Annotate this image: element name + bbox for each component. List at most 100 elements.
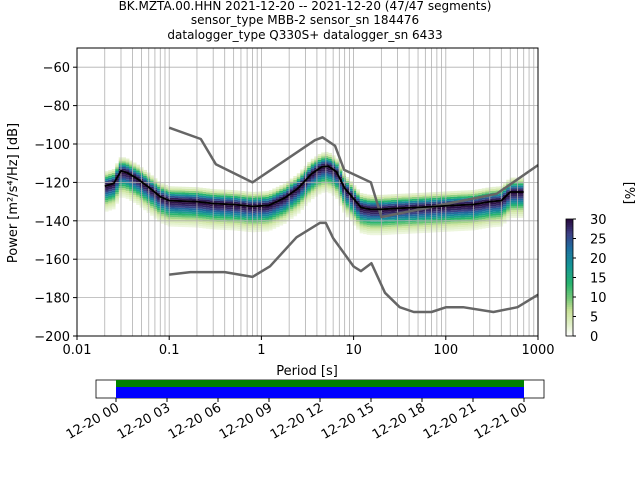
histogram-cell [387,205,392,208]
histogram-cell [268,224,273,227]
histogram-cell [363,230,367,233]
histogram-cell [195,187,200,190]
histogram-cell [495,221,500,224]
histogram-cell [411,227,416,230]
histogram-cell [143,173,147,176]
histogram-cell [356,214,360,217]
histogram-cell [275,198,280,201]
histogram-cell [150,206,154,209]
histogram-cell [331,182,336,185]
histogram-cell [422,229,427,232]
histogram-cell [209,192,214,195]
histogram-cell [192,198,196,201]
histogram-cell [254,201,259,204]
histogram-cell [436,213,441,215]
histogram-cell [240,202,245,205]
histogram-cell [181,225,186,228]
histogram-cell [331,164,336,167]
histogram-cell [377,216,381,218]
histogram-cell [181,192,186,195]
histogram-cell [432,201,437,204]
histogram-cell [485,203,490,205]
histogram-cell [307,187,312,189]
histogram-cell [401,230,406,233]
histogram-cell [370,229,374,232]
histogram-cell [202,205,207,208]
histogram-cell [405,199,409,202]
histogram-cell [209,213,214,216]
histogram-cell [467,207,472,210]
histogram-cell [446,208,451,211]
histogram-cell [174,205,179,208]
histogram-cell [314,164,319,167]
histogram-cell [467,201,472,204]
histogram-cell [265,193,270,195]
histogram-cell [331,172,336,175]
colorbar-segment [566,248,573,251]
histogram-cell [195,221,200,224]
histogram-cell [129,164,133,167]
histogram-cell [181,213,186,216]
histogram-cell [192,225,196,228]
histogram-cell [143,192,147,195]
psd-coverage-bar [116,387,524,398]
histogram-cell [261,191,266,194]
histogram-cell [122,163,126,166]
histogram-cell [258,206,263,209]
histogram-cell [115,186,120,189]
histogram-cell [254,218,259,221]
histogram-cell [411,212,416,215]
histogram-cell [331,157,336,160]
histogram-cell [328,154,332,157]
histogram-cell [502,215,507,218]
histogram-cell [199,210,203,213]
histogram-cell [411,198,416,201]
histogram-cell [174,190,179,193]
histogram-cell [143,196,147,199]
histogram-cell [481,226,486,229]
histogram-cell [296,182,301,185]
histogram-cell [104,200,109,202]
histogram-cell [370,206,374,209]
histogram-cell [495,217,500,220]
histogram-cell [502,211,507,214]
histogram-cell [485,220,490,223]
histogram-cell [129,162,133,165]
histogram-cell [408,212,413,215]
histogram-cell [160,221,165,224]
histogram-cell [464,190,469,193]
histogram-cell [188,194,193,197]
histogram-cell [289,216,294,219]
histogram-cell [216,210,221,213]
histogram-cell [300,186,305,189]
histogram-cell [464,207,469,210]
histogram-cell [268,199,273,202]
histogram-cell [115,195,120,198]
histogram-cell [132,195,137,198]
histogram-cell [223,208,228,211]
histogram-cell [453,221,458,224]
histogram-cell [310,195,315,198]
histogram-cell [153,186,158,188]
histogram-cell [129,166,133,169]
histogram-cell [492,198,497,201]
histogram-cell [443,210,448,213]
histogram-cell [160,183,165,186]
histogram-cell [377,214,381,216]
histogram-cell [457,217,462,220]
axis-ticks: 0.01 0.1 1 10 100 1000−60−80−100−120−140−160−… [34,61,554,358]
histogram-cell [506,212,511,215]
histogram-cell [219,206,224,209]
histogram-cell [122,193,126,196]
histogram-cell [195,189,200,192]
histogram-cell [502,185,507,187]
histogram-cell [321,188,326,191]
histogram-cell [300,179,305,182]
histogram-cell [233,213,238,216]
histogram-cell [425,200,430,203]
histogram-cell [160,208,165,211]
x-tick-label: 1 [257,343,265,358]
histogram-cell [300,202,305,205]
histogram-cell [251,220,256,223]
histogram-cell [495,196,500,199]
